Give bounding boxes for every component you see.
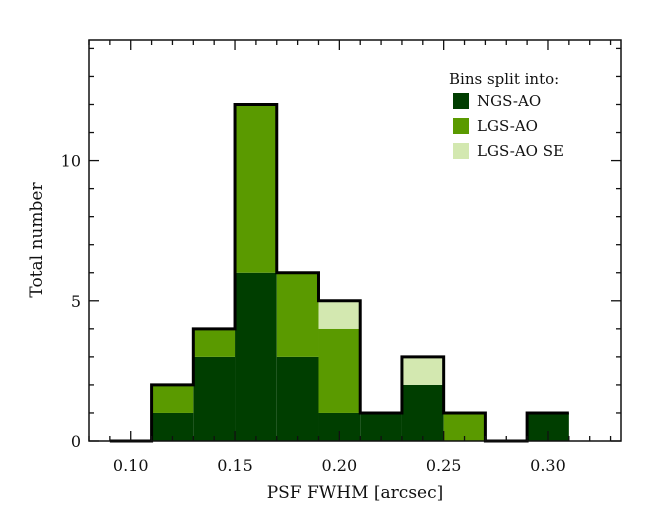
bar-segment-lgs-ao-bin-2 <box>193 328 236 357</box>
y-axis-label: Total number <box>27 182 47 298</box>
histogram-outline <box>109 102 569 443</box>
legend-items: NGS-AO LGS-AO LGS-AO SE <box>453 92 564 160</box>
y-tick-label: 5 <box>71 292 81 311</box>
bar-segment-lgs-ao-bin-5 <box>318 328 361 413</box>
legend: Bins split into: NGS-AO LGS-AO LGS-AO SE <box>449 70 564 160</box>
y-tick-label: 10 <box>61 152 81 171</box>
tick-labels-layer: 0.10 0.15 0.20 0.25 0.30 0 5 10 <box>61 152 566 475</box>
x-tick-label: 0.15 <box>217 456 253 475</box>
x-tick-label: 0.25 <box>426 456 462 475</box>
x-axis-label: PSF FWHM [arcsec] <box>267 483 444 503</box>
bar-segment-ngs-ao-bin-7 <box>401 384 444 441</box>
plot-frame <box>88 39 622 442</box>
bar-segment-ngs-ao-bin-3 <box>235 272 277 441</box>
legend-swatch-ngs-ao <box>453 93 469 109</box>
x-tick-label: 0.10 <box>113 456 149 475</box>
ticks-layer <box>88 40 621 442</box>
legend-swatch-lgs-ao-se <box>453 143 469 159</box>
legend-title: Bins split into: <box>449 70 559 88</box>
bar-segment-lgs-ao-bin-3 <box>235 104 277 273</box>
bar-segment-ngs-ao-bin-4 <box>276 356 319 441</box>
bar-segment-lgs-ao-bin-4 <box>276 272 319 357</box>
bar-segment-lgs-ao-se-bin-5 <box>318 300 361 329</box>
bar-segment-lgs-ao-bin-1 <box>151 384 194 413</box>
bar-segment-ngs-ao-bin-2 <box>193 356 236 441</box>
bar-segment-lgs-ao-se-bin-7 <box>401 356 444 385</box>
x-tick-label: 0.30 <box>530 456 566 475</box>
legend-label: LGS-AO SE <box>477 142 564 160</box>
legend-label: NGS-AO <box>477 92 541 110</box>
legend-swatch-lgs-ao <box>453 118 469 134</box>
x-tick-label: 0.20 <box>322 456 358 475</box>
y-tick-label: 0 <box>71 432 81 451</box>
legend-label: LGS-AO <box>477 117 538 135</box>
